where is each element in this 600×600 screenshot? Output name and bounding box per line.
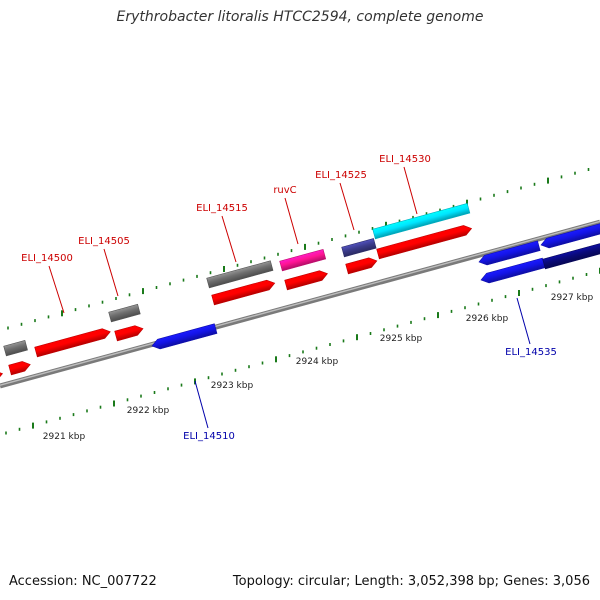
leader-line-ELI_14510: [194, 380, 209, 429]
gene-ELI_14515: [211, 279, 276, 306]
scale-label: 2927 kbp: [551, 293, 594, 303]
gene-ELI_14505-grey-shape: [108, 303, 141, 323]
gene-ELI_14515-shape: [211, 279, 276, 306]
gene-ELI_14535: [480, 257, 546, 284]
backbone-outer: [0, 219, 600, 389]
gene-ELI_14525-red: [345, 257, 378, 275]
scale-label: 2924 kbp: [296, 357, 339, 367]
gene-ELI_14530-red-shape: [376, 225, 473, 260]
scale-label: 2926 kbp: [466, 314, 509, 324]
leader-line-ruvC: [284, 197, 299, 245]
gene-ELI_14500-shape: [34, 328, 111, 358]
gene-ELI_14530-shape: [372, 202, 471, 240]
gene-ELI_14510: [151, 323, 218, 350]
gene-ELI_14510-shape: [151, 323, 218, 350]
gene-ruvC-red: [284, 270, 328, 291]
gene-blue-upper-right-b-shape: [540, 222, 600, 249]
leader-line-ELI_14525: [339, 182, 355, 231]
gene-ELI_14535-shape: [480, 257, 546, 284]
gene-label-ELI_14515[interactable]: ELI_14515: [196, 203, 248, 214]
gene-ELI_14505-shape: [114, 325, 144, 342]
gene-ELI_14525-red-shape: [345, 257, 378, 275]
leader-line-ELI_14530: [403, 166, 418, 215]
backbone-layer: [0, 219, 600, 389]
gene-label-ELI_14535[interactable]: ELI_14535: [505, 347, 557, 358]
gene-ruvC-red-shape: [284, 270, 328, 291]
leader-line-ELI_14535: [516, 297, 531, 345]
gene-navy-right: [542, 242, 600, 270]
gene-label-ELI_14530[interactable]: ELI_14530: [379, 154, 431, 165]
gene-ELI_14515-grey: [206, 260, 274, 289]
gene-blue-upper-right-b: [540, 222, 600, 249]
gene-label-ELI_14525[interactable]: ELI_14525: [315, 170, 367, 181]
gene-blue-upper-right-a-shape: [478, 240, 541, 266]
gene-ruvC: [279, 248, 327, 272]
gene-ELI_14525-shape: [341, 238, 377, 258]
gene-red-small-left: [8, 361, 31, 376]
accession-text: Accession: NC_007722: [9, 574, 157, 589]
scale-label: 2925 kbp: [380, 334, 423, 344]
gene-red-small-left-shape: [8, 361, 31, 376]
backbone-highlight: [0, 220, 600, 386]
gene-layer: [0, 202, 600, 383]
topology-text: Topology: circular; Length: 3,052,398 bp…: [232, 574, 590, 589]
gene-navy-right-shape: [542, 242, 600, 270]
gene-ELI_14530: [372, 202, 471, 240]
gene-ELI_14505-grey: [108, 303, 141, 323]
gene-label-ruvC[interactable]: ruvC: [273, 185, 296, 196]
gene-label-ELI_14510[interactable]: ELI_14510: [183, 431, 235, 442]
gene-ELI_14530-red: [376, 225, 473, 260]
label-layer: 2921 kbp 2922 kbp 2923 kbp 2924 kbp 2925 kbp…: [21, 154, 593, 442]
scale-label: 2922 kbp: [127, 406, 170, 416]
gene-blue-upper-right-a: [478, 240, 541, 266]
gene-grey-left: [3, 340, 28, 357]
gene-ruvC-shape: [279, 248, 327, 272]
scale-label: 2923 kbp: [211, 381, 254, 391]
gene-ELI_14515-grey-shape: [206, 260, 274, 289]
gene-ELI_14525: [341, 238, 377, 258]
gene-ELI_14505: [114, 325, 144, 342]
leader-line-ELI_14500: [48, 265, 65, 314]
gene-red-left-edge-shape: [0, 370, 4, 383]
gene-label-ELI_14505[interactable]: ELI_14505: [78, 236, 130, 247]
gene-grey-left-shape: [3, 340, 28, 357]
leader-line-ELI_14505: [103, 248, 119, 297]
gene-label-ELI_14500[interactable]: ELI_14500: [21, 253, 73, 264]
leader-line-ELI_14515: [221, 215, 237, 263]
map-title: Erythrobacter litoralis HTCC2594, comple…: [116, 9, 484, 25]
gene-red-left-edge: [0, 370, 4, 383]
gene-ELI_14500: [34, 328, 111, 358]
scale-label: 2921 kbp: [43, 432, 86, 442]
